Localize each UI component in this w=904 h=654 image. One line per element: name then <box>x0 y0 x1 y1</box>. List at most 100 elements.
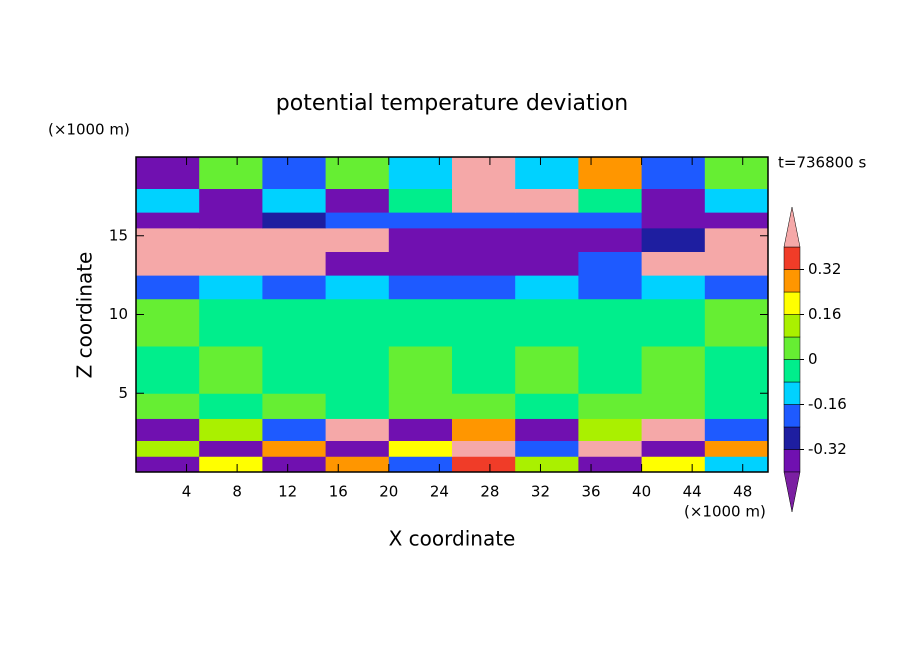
contour-cell <box>452 456 516 473</box>
contour-cell <box>452 188 516 213</box>
contour-cell <box>136 212 200 229</box>
contour-cell <box>641 275 706 300</box>
contour-cell <box>199 188 263 213</box>
contour-cell <box>325 440 390 457</box>
colorbar-band <box>783 246 801 270</box>
x-tick-label: 28 <box>480 483 499 501</box>
contour-cell <box>452 418 516 441</box>
contour-cell <box>199 298 263 347</box>
contour-cell <box>578 418 643 441</box>
contour-cell <box>578 456 643 473</box>
contour-cell <box>136 418 200 441</box>
contour-cell <box>136 298 200 347</box>
contour-cell <box>262 212 327 229</box>
contour-cell <box>262 157 327 189</box>
contour-cell <box>199 418 263 441</box>
annotation: t=736800 s <box>778 154 866 172</box>
contour-cell <box>452 393 516 419</box>
contour-cell <box>199 393 263 419</box>
contour-cell <box>199 346 263 394</box>
contour-cell <box>136 440 200 457</box>
contour-cell <box>704 418 769 441</box>
contour-cell <box>452 212 516 229</box>
contour-cell <box>641 456 706 473</box>
contour-cell <box>704 212 769 229</box>
contour-cell <box>325 346 390 394</box>
contour-cell <box>515 418 579 441</box>
contour-cell <box>199 157 263 189</box>
contour-cell <box>136 251 200 276</box>
contour-cell <box>262 298 327 347</box>
contour-cell <box>388 298 453 347</box>
contour-cell <box>325 298 390 347</box>
contour-cell <box>325 393 390 419</box>
x-tick-label: 24 <box>430 483 449 501</box>
contour-cell <box>388 440 453 457</box>
contour-cell <box>578 298 643 347</box>
contour-cell <box>704 251 769 276</box>
colorbar-band <box>783 449 801 473</box>
contour-cell <box>578 157 643 189</box>
contour-cell <box>515 456 579 473</box>
contour-cell <box>704 275 769 300</box>
contour-cell <box>325 275 390 300</box>
contour-cell <box>262 188 327 213</box>
colorbar-band <box>783 269 801 293</box>
colorbar-min <box>783 471 801 513</box>
contour-cell <box>641 157 706 189</box>
contour-cell <box>388 346 453 394</box>
contour-cell <box>578 251 643 276</box>
contour-cell <box>325 188 390 213</box>
contour-cell <box>325 212 390 229</box>
contour-cell <box>452 227 516 252</box>
contour-cell <box>388 418 453 441</box>
x-tick-label: 16 <box>329 483 348 501</box>
y-tick-label: 10 <box>109 305 128 323</box>
contour-cell <box>325 456 390 473</box>
contour-cell <box>388 227 453 252</box>
x-axis-label: X coordinate <box>389 527 516 551</box>
contour-cell <box>704 157 769 189</box>
x-tick-label: 32 <box>531 483 550 501</box>
contour-cell <box>262 251 327 276</box>
y-axis-label: Z coordinate <box>73 252 97 379</box>
contour-cell <box>704 298 769 347</box>
y-tick-label: 5 <box>118 384 128 402</box>
x-tick-label: 4 <box>182 483 192 501</box>
contour-cell <box>452 346 516 394</box>
contour-cell <box>388 275 453 300</box>
contour-cell <box>136 157 200 189</box>
contour-cell <box>515 275 579 300</box>
colorbar-band <box>783 426 801 450</box>
x-tick-label: 44 <box>683 483 702 501</box>
y-tick-label: 15 <box>109 226 128 244</box>
contour-cell <box>578 393 643 419</box>
contour-cell <box>641 298 706 347</box>
contour-cell <box>452 251 516 276</box>
contour-cell <box>388 393 453 419</box>
contour-cell <box>578 275 643 300</box>
contour-cell <box>578 227 643 252</box>
contour-cell <box>388 251 453 276</box>
contour-cell <box>515 227 579 252</box>
colorbar-band <box>783 359 801 383</box>
contour-cell <box>388 157 453 189</box>
contour-cell <box>641 212 706 229</box>
contour-cell <box>515 440 579 457</box>
contour-cell <box>388 188 453 213</box>
contour-cell <box>641 440 706 457</box>
contour-cell <box>388 212 453 229</box>
contour-cell <box>452 275 516 300</box>
contour-cell <box>325 157 390 189</box>
contour-cell <box>704 456 769 473</box>
contour-cell <box>641 418 706 441</box>
contour-cell <box>136 393 200 419</box>
colorbar-band <box>783 291 801 315</box>
contour-cell <box>136 275 200 300</box>
contour-cell <box>262 227 327 252</box>
x-tick-label: 48 <box>733 483 752 501</box>
x-tick-label: 8 <box>232 483 242 501</box>
contour-cell <box>704 188 769 213</box>
chart-title: potential temperature deviation <box>276 91 628 116</box>
